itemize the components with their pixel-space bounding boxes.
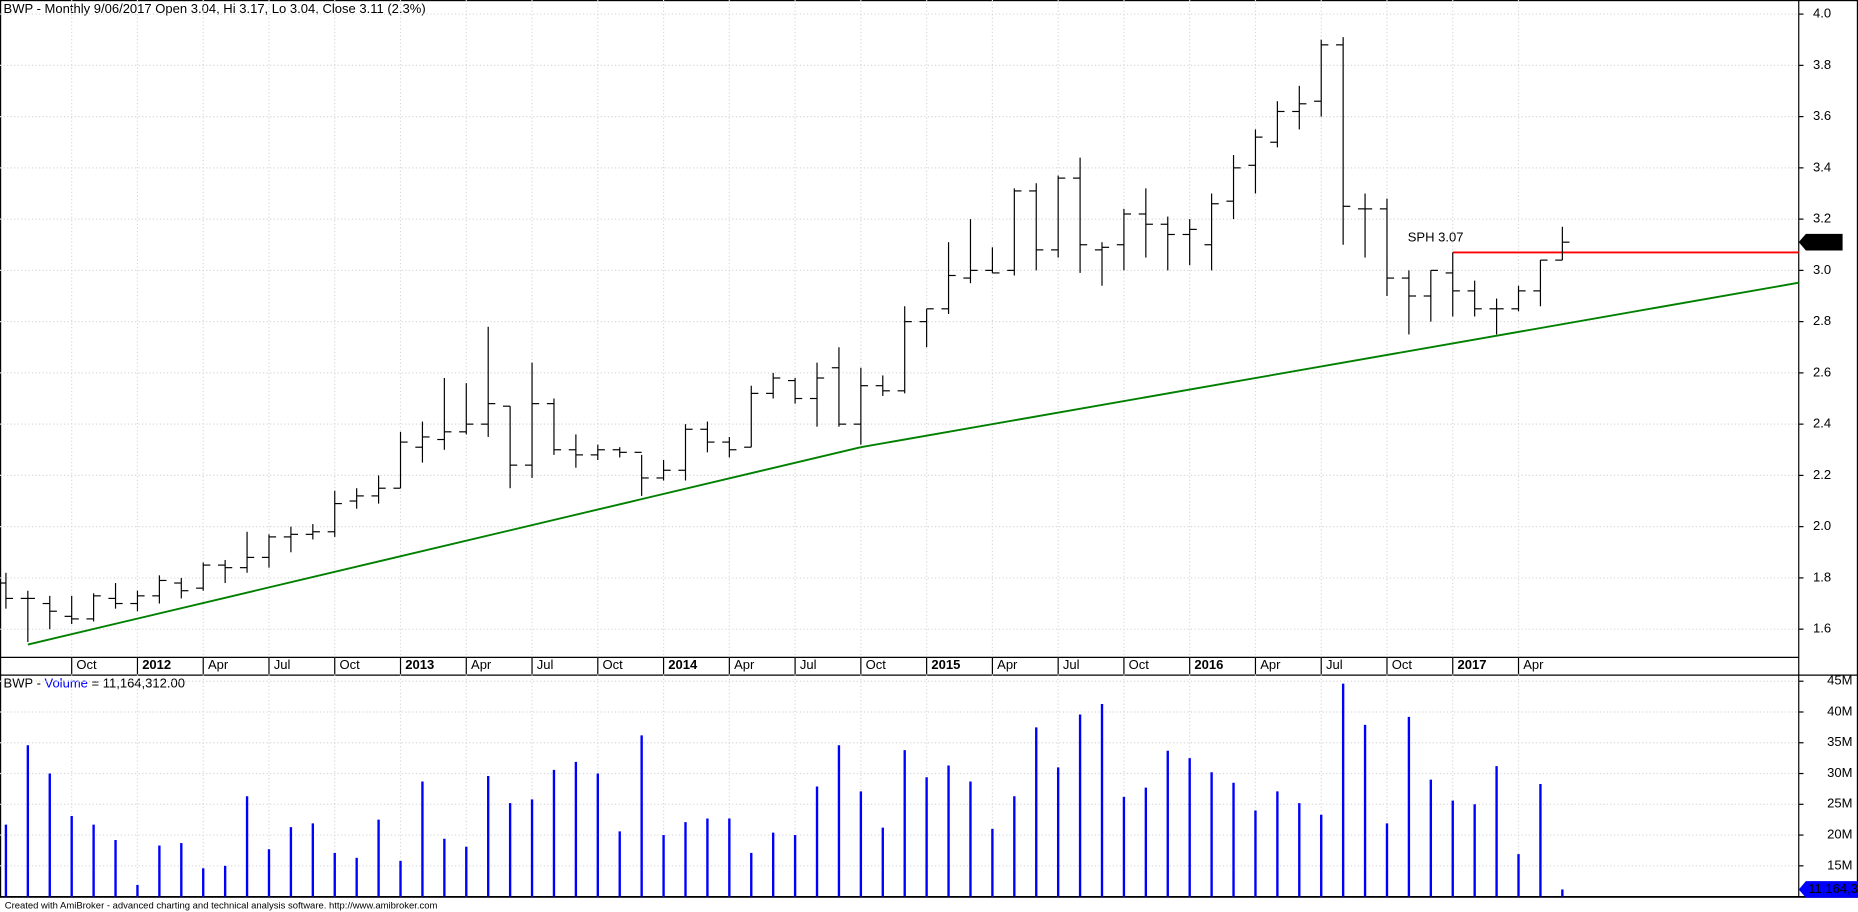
trendline [860,281,1799,449]
x-tick-label: 2012 [142,657,171,672]
y-tick-label: 3.6 [1813,108,1831,123]
y-tick-label: 2.2 [1813,467,1831,482]
price-badge-label: 3.11 [1809,234,1833,249]
x-tick-label: Oct [339,657,360,672]
x-tick-label: Oct [603,657,624,672]
footer: Created with AmiBroker - advanced charti… [5,901,438,912]
y-tick-label: 40M [1827,703,1852,718]
x-tick-label: Oct [866,657,887,672]
y-tick-label: 2.4 [1813,416,1831,431]
x-tick-label: Apr [208,657,229,672]
y-tick-label: 15M [1827,857,1852,872]
y-tick-label: 3.0 [1813,262,1831,277]
y-tick-label: 2.8 [1813,313,1831,328]
x-tick-label: Oct [1392,657,1413,672]
volume-title: BWP - Volume = 11,164,312.00 [4,676,185,691]
price-title: BWP - Monthly 9/06/2017 Open 3.04, Hi 3.… [4,1,426,16]
x-tick-label: Jul [1326,657,1343,672]
trendline [27,446,862,646]
volume-title-part: = 11,164,312.00 [91,676,185,691]
y-tick-label: 4.0 [1813,6,1831,21]
y-tick-label: 45M [1827,673,1852,688]
x-tick-label: 2015 [931,657,960,672]
x-tick-label: 2013 [405,657,434,672]
volume-badge-label: 11,164,3 [1808,881,1858,896]
y-tick-label: 1.8 [1813,569,1831,584]
x-tick-label: Apr [471,657,492,672]
x-tick-label: 2016 [1194,657,1223,672]
x-tick-label: Jul [274,657,291,672]
volume-badge [1798,881,1858,898]
y-tick-label: 35M [1827,734,1852,749]
level-label: SPH 3.07 [1408,230,1464,245]
price-badge [1798,233,1843,251]
x-tick-label: Apr [997,657,1018,672]
x-tick-label: Jul [1063,657,1080,672]
x-tick-label: Jul [800,657,817,672]
volume-title-part: Volume [44,676,87,691]
x-tick-label: Apr [1260,657,1281,672]
x-tick-label: Oct [1129,657,1150,672]
y-tick-label: 30M [1827,765,1852,780]
volume-title-part: BWP - [4,676,41,691]
y-tick-label: 1.6 [1813,621,1831,636]
x-tick-label: Jul [537,657,554,672]
y-tick-label: 20M [1827,827,1852,842]
x-tick-label: Oct [76,657,97,672]
y-tick-label: 2.6 [1813,364,1831,379]
y-tick-label: 3.4 [1813,159,1831,174]
x-tick-label: 2017 [1457,657,1486,672]
x-tick-label: Apr [1523,657,1544,672]
y-tick-label: 3.8 [1813,57,1831,72]
y-tick-label: 3.2 [1813,211,1831,226]
y-tick-label: 2.0 [1813,518,1831,533]
x-tick-label: Apr [734,657,755,672]
y-tick-label: 25M [1827,796,1852,811]
x-tick-label: 2014 [668,657,698,672]
